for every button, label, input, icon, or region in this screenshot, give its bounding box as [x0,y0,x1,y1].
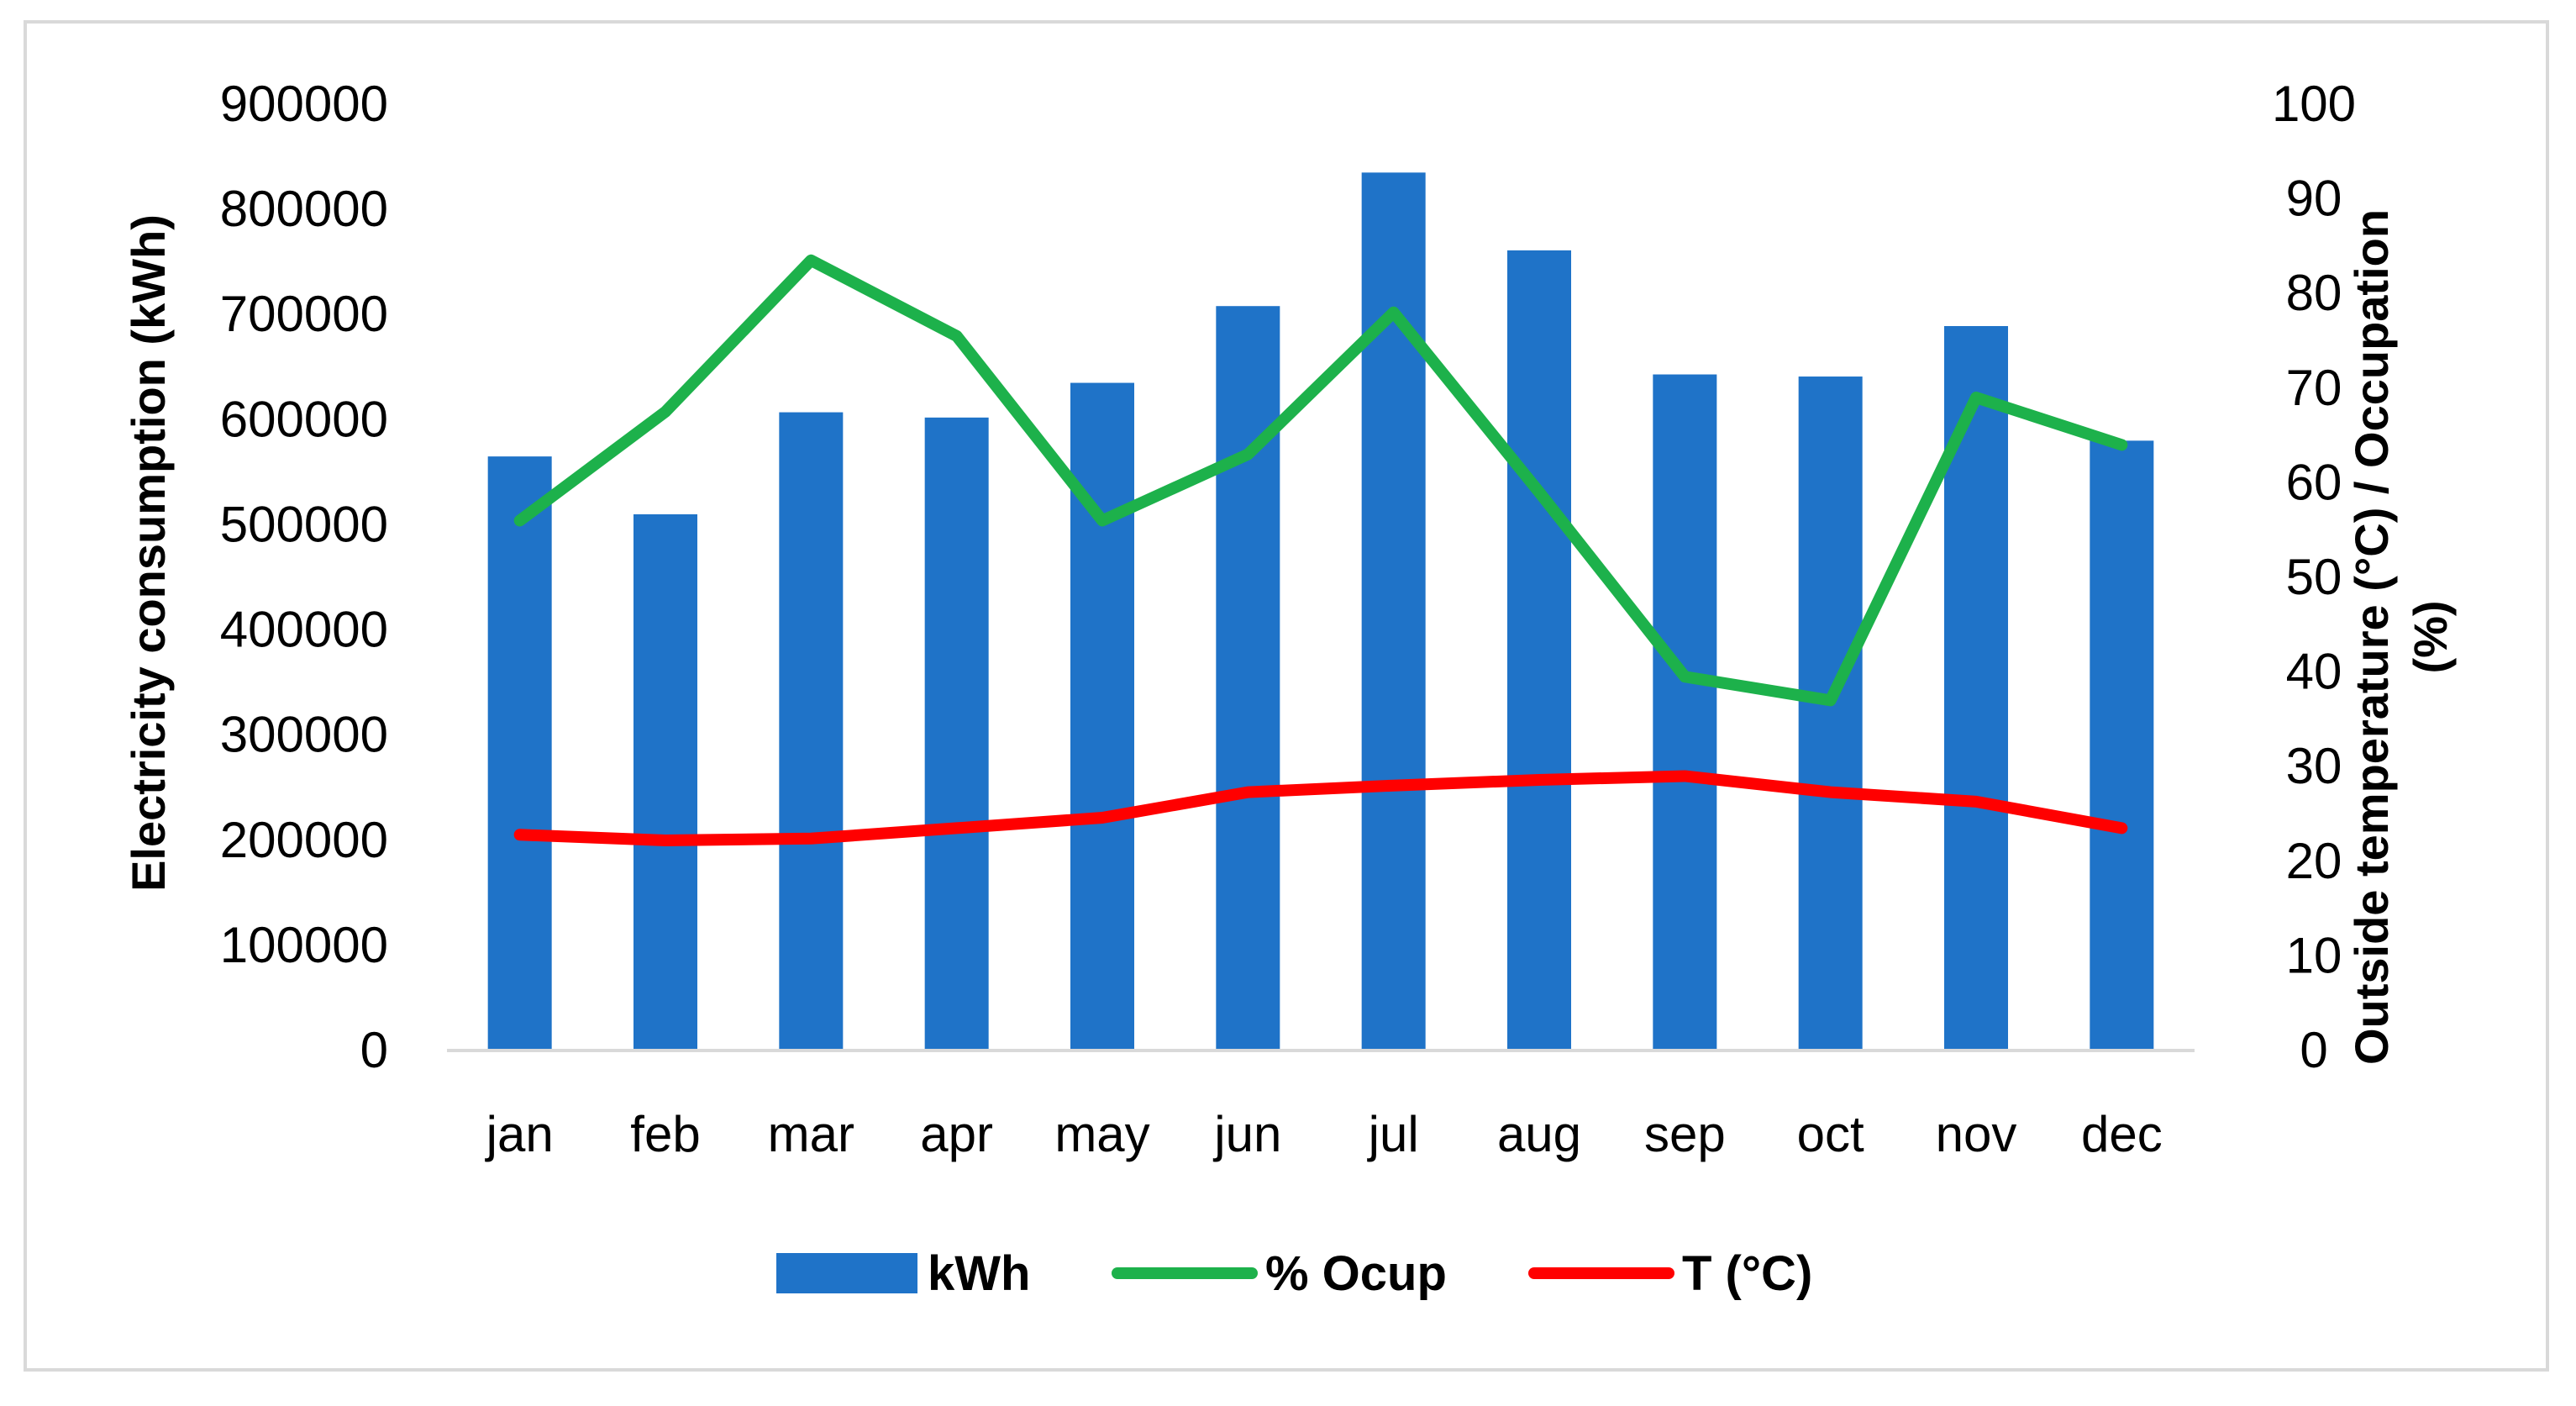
bar-jun [1216,306,1280,1051]
left-tick-label: 300000 [220,707,388,763]
x-tick-label: mar [768,1106,854,1162]
bar-oct [1798,377,1863,1051]
left-tick-label: 500000 [220,496,388,552]
bar-dec [2090,440,2154,1051]
right-tick-label: 10 [2286,927,2342,983]
right-axis-title-line2: (%) [2404,600,2457,673]
x-tick-label: dec [2081,1106,2163,1162]
x-tick-label: may [1054,1106,1149,1162]
bar-jul [1361,172,1426,1051]
line-series [513,254,2128,847]
left-axis-title: Electricity consumption (kWh) [122,214,175,892]
line-ocup [513,254,2128,707]
bar-jan [487,456,552,1051]
bar-apr [924,417,989,1051]
x-tick-label: apr [920,1106,993,1162]
bar-feb [633,513,697,1051]
right-tick-label: 0 [2300,1022,2327,1078]
left-tick-label: 400000 [220,602,388,658]
x-tick-label: jul [1367,1106,1419,1162]
left-tick-label: 700000 [220,286,388,342]
right-tick-label: 70 [2286,360,2342,416]
legend-swatch-kwh [776,1253,917,1293]
bar-aug [1507,250,1571,1051]
right-tick-label: 60 [2286,454,2342,510]
right-tick-label: 100 [2272,76,2356,132]
legend-label-t-c: T (°C) [1682,1246,1812,1301]
right-tick-label: 30 [2286,738,2342,794]
bar-sep [1653,374,1717,1051]
legend-label-kwh: kWh [928,1246,1030,1301]
x-tick-label: jan [485,1106,554,1162]
left-tick-label: 200000 [220,812,388,868]
right-tick-label: 40 [2286,644,2342,700]
left-tick-label: 900000 [220,76,388,132]
right-axis-title-line1: Outside temperature (°C) / Occupation [2345,209,2398,1065]
kwh-bars [487,172,2154,1051]
legend: kWh % Ocup T (°C) [776,1246,1812,1301]
line-t-c [513,770,2128,847]
legend-label-ocup: % Ocup [1265,1246,1447,1301]
bar-mar [779,412,844,1051]
x-tick-label: oct [1797,1106,1864,1162]
x-tick-label: feb [630,1106,700,1162]
x-tick-label: sep [1644,1106,1726,1162]
x-axis-ticks: jan feb mar apr may jun jul aug sep oct nov dec [485,1106,2163,1162]
left-tick-label: 600000 [220,391,388,447]
right-tick-label: 90 [2286,171,2342,227]
x-tick-label: jun [1212,1106,1281,1162]
x-tick-label: nov [1936,1106,2017,1162]
right-tick-label: 20 [2286,833,2342,889]
left-axis-ticks: 0 100000 200000 300000 400000 500000 600000 700… [220,76,388,1078]
left-tick-label: 800000 [220,181,388,237]
x-tick-label: aug [1497,1106,1581,1162]
right-axis-ticks: 0 10 20 30 40 50 60 70 80 90 100 [2272,76,2356,1078]
left-tick-label: 0 [360,1022,388,1078]
left-tick-label: 100000 [220,917,388,973]
right-tick-label: 50 [2286,549,2342,605]
right-tick-label: 80 [2286,265,2342,321]
